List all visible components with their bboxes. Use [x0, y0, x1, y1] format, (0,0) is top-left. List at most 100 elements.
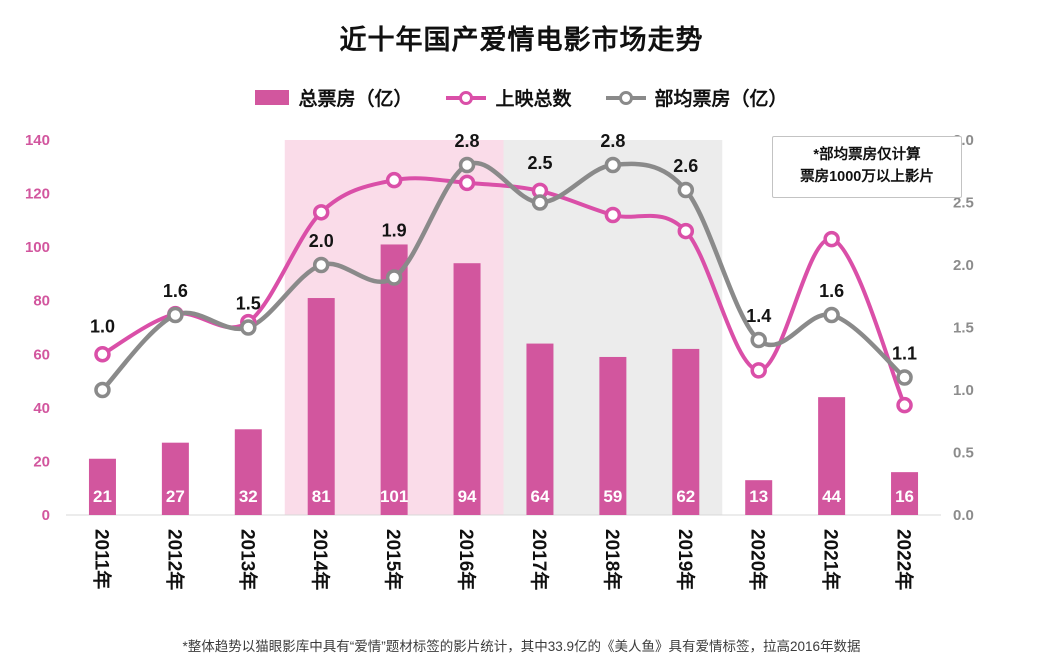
bar-value-label: 16 [895, 487, 914, 506]
avg-boxoffice-marker [458, 156, 476, 174]
releases-marker [896, 396, 913, 414]
avg-boxoffice-marker [823, 306, 840, 324]
annotation-line2: 票房1000万以上影片 [800, 168, 934, 185]
bar-2011年 [88, 458, 116, 515]
avg-value-label: 2.8 [455, 131, 480, 151]
bar-value-label: 13 [749, 487, 768, 506]
swatch-line-dot [618, 90, 633, 105]
legend-label-release-count: 上映总数 [495, 89, 572, 110]
x-axis-label: 2013年 [236, 529, 259, 590]
x-axis-label: 2021年 [820, 529, 843, 590]
right-axis-tick: 2.0 [953, 257, 974, 274]
chart-legend: 总票房（亿） 上映总数 部均票房（亿） [0, 84, 1043, 111]
line-swatch-pink-icon [446, 90, 487, 106]
bar-value-label: 21 [93, 487, 112, 506]
avg-value-label: 1.4 [746, 306, 771, 326]
bar-value-label: 32 [239, 487, 258, 506]
bar-value-label: 94 [458, 487, 477, 506]
x-axis-label: 2014年 [309, 529, 332, 590]
releases-marker [458, 174, 476, 192]
x-axis-label: 2015年 [382, 529, 405, 590]
avg-value-label: 2.5 [527, 153, 552, 173]
avg-value-label: 1.6 [819, 281, 844, 301]
annotation-note: *部均票房仅计算 票房1000万以上影片 [772, 136, 962, 198]
annotation-line1: *部均票房仅计算 [813, 147, 921, 163]
avg-boxoffice-marker [94, 381, 111, 399]
avg-boxoffice-marker [750, 331, 767, 349]
bar-value-label: 64 [530, 487, 549, 506]
bar-2013年 [234, 429, 262, 515]
avg-value-label: 1.6 [163, 281, 188, 301]
left-axis-tick: 20 [33, 453, 50, 470]
footnote: *整体趋势以猫眼影库中具有“爱情”题材标签的影片统计，其中33.9亿的《美人鱼》… [182, 639, 861, 654]
bar-2017年 [526, 343, 554, 515]
bar-value-label: 101 [380, 487, 408, 506]
right-axis-tick: 2.5 [953, 195, 974, 212]
avg-boxoffice-marker [896, 369, 913, 386]
right-axis-tick: 1.5 [953, 320, 974, 337]
right-axis-tick: 0.0 [953, 507, 974, 524]
avg-value-label: 1.1 [892, 344, 917, 364]
bar-2014年 [307, 298, 335, 515]
x-axis-label: 2022年 [893, 529, 916, 590]
chart-title: 近十年国产爱情电影市场走势 [339, 25, 704, 55]
avg-value-label: 1.9 [382, 220, 407, 240]
avg-boxoffice-marker [167, 306, 184, 324]
bar-2016年 [453, 263, 481, 515]
avg-boxoffice-marker [531, 194, 549, 211]
avg-boxoffice-marker [240, 319, 257, 336]
releases-marker [604, 206, 622, 224]
x-axis-label: 2018年 [601, 529, 624, 590]
legend-label-avg-boxoffice: 部均票房（亿） [654, 89, 788, 110]
legend-item-total-boxoffice: 总票房（亿） [255, 84, 412, 111]
avg-boxoffice-marker [604, 156, 622, 174]
left-axis-tick: 100 [25, 239, 50, 256]
x-axis-label: 2016年 [455, 529, 478, 590]
x-axis-label: 2011年 [90, 529, 113, 589]
legend-item-release-count: 上映总数 [446, 84, 572, 111]
bar-value-label: 62 [676, 487, 695, 506]
left-axis-tick: 80 [33, 293, 50, 310]
bar-2015年 [380, 244, 408, 515]
releases-marker [312, 204, 330, 221]
releases-marker [823, 230, 840, 248]
avg-value-label: 2.0 [309, 231, 334, 251]
bar-2019年 [672, 348, 700, 515]
legend-item-avg-boxoffice: 部均票房（亿） [605, 84, 788, 111]
swatch-line-dot [459, 90, 474, 105]
bar-value-label: 59 [603, 487, 622, 506]
left-axis-tick: 60 [33, 346, 50, 363]
line-swatch-gray-icon [605, 90, 646, 106]
x-axis-label: 2019年 [674, 529, 697, 590]
bar-swatch-icon [255, 90, 290, 105]
bar-value-label: 81 [312, 487, 331, 506]
bar-value-label: 44 [822, 487, 841, 506]
left-axis-tick: 120 [25, 186, 50, 203]
releases-marker [94, 346, 111, 363]
avg-value-label: 2.8 [600, 131, 625, 151]
bar-2022年 [891, 472, 919, 515]
avg-value-label: 1.0 [90, 316, 115, 336]
bar-2018年 [599, 356, 627, 515]
releases-marker [677, 222, 695, 240]
left-axis-tick: 140 [25, 132, 50, 149]
bar-value-label: 27 [166, 487, 185, 506]
right-axis-tick: 1.0 [953, 382, 974, 399]
avg-value-label: 1.5 [236, 294, 261, 314]
x-axis-label: 2017年 [528, 529, 551, 590]
releases-marker [750, 362, 767, 379]
bar-2012年 [161, 442, 189, 515]
legend-label-total-boxoffice: 总票房（亿） [298, 89, 413, 110]
x-axis-label: 2012年 [163, 529, 186, 590]
x-axis-label: 2020年 [747, 529, 770, 590]
bar-2020年 [745, 480, 773, 515]
avg-value-label: 2.6 [673, 156, 698, 176]
avg-boxoffice-marker [385, 269, 403, 286]
bar-2021年 [818, 397, 846, 515]
right-axis-tick: 0.5 [953, 445, 974, 462]
avg-boxoffice-marker [677, 181, 695, 199]
avg-boxoffice-marker [312, 256, 330, 274]
left-axis-tick: 40 [33, 400, 50, 417]
